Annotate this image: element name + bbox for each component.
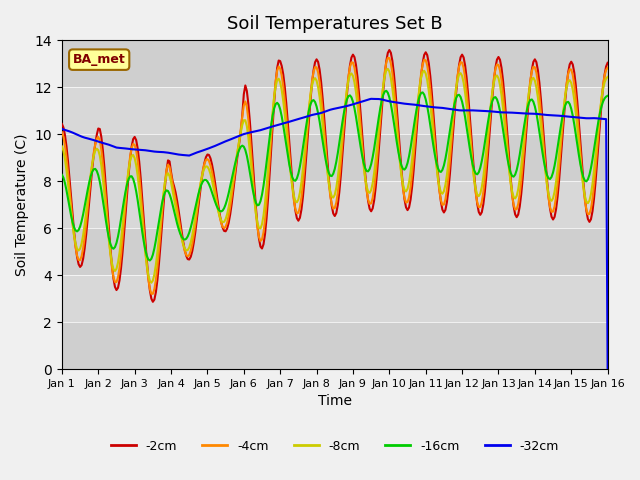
Bar [62,322,607,369]
Legend: -2cm, -4cm, -8cm, -16cm, -32cm: -2cm, -4cm, -8cm, -16cm, -32cm [106,435,564,458]
Y-axis label: Soil Temperature (C): Soil Temperature (C) [15,133,29,276]
Bar [62,40,607,87]
Bar [62,134,607,181]
X-axis label: Time: Time [318,395,352,408]
Bar [62,228,607,275]
Text: BA_met: BA_met [73,53,125,66]
Title: Soil Temperatures Set B: Soil Temperatures Set B [227,15,443,33]
